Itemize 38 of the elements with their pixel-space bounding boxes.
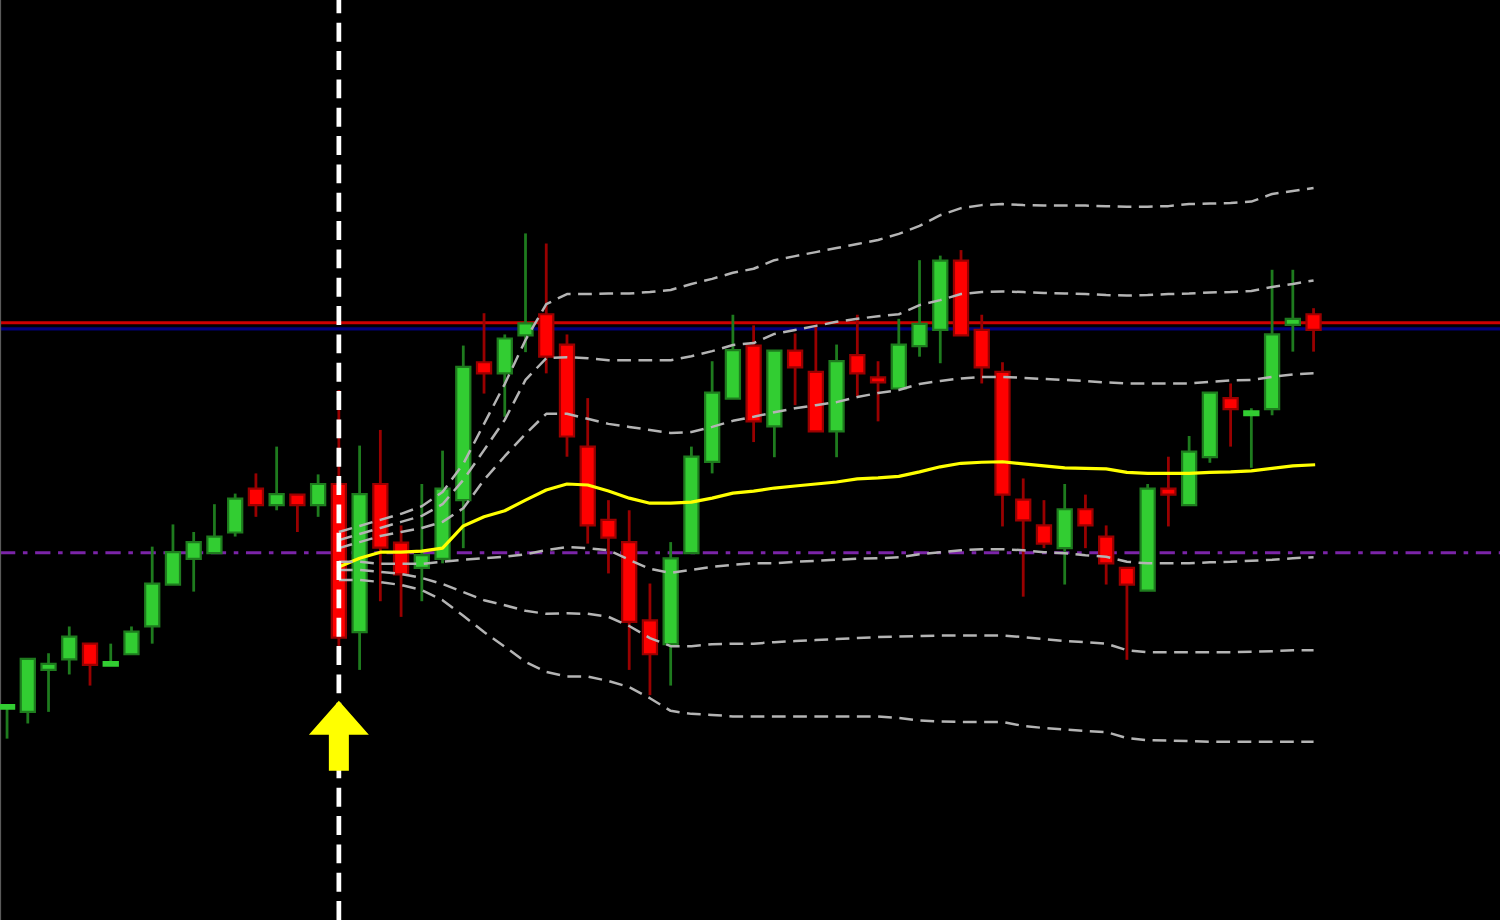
candlestick	[268, 445, 285, 512]
candlestick	[102, 642, 119, 667]
candlestick	[1098, 524, 1115, 586]
candlestick	[641, 582, 659, 697]
candlestick	[1035, 498, 1053, 550]
candlestick	[849, 313, 866, 398]
candlestick	[890, 317, 907, 390]
candlestick	[61, 625, 78, 676]
candlestick	[81, 642, 99, 687]
candlestick	[786, 332, 804, 407]
candlestick	[1160, 455, 1177, 528]
candlestick	[413, 482, 430, 603]
candlestick	[40, 651, 57, 714]
candlestick	[973, 313, 990, 385]
candlestick	[185, 530, 202, 593]
candlestick	[517, 232, 534, 354]
candlestick	[227, 492, 244, 538]
candlestick	[600, 498, 617, 575]
candlestick	[496, 333, 513, 419]
candlestick	[144, 545, 161, 646]
candlestick	[0, 703, 16, 741]
candlestick	[475, 311, 493, 395]
candlestick	[1243, 406, 1260, 470]
candlestick	[289, 493, 306, 534]
candlestick	[1305, 306, 1322, 354]
candlestick	[123, 625, 140, 656]
candlestick	[911, 258, 928, 359]
candlestick	[1284, 268, 1301, 354]
candlestick	[1118, 566, 1136, 662]
candlestick	[869, 359, 887, 423]
candlestick	[1015, 477, 1032, 599]
candlestick	[1222, 382, 1239, 448]
candlestick	[1077, 493, 1094, 550]
candlestick	[247, 472, 265, 519]
candlestick	[538, 242, 555, 375]
candlestick	[164, 523, 182, 586]
candlestick	[206, 502, 223, 555]
candlestick	[1056, 482, 1073, 586]
